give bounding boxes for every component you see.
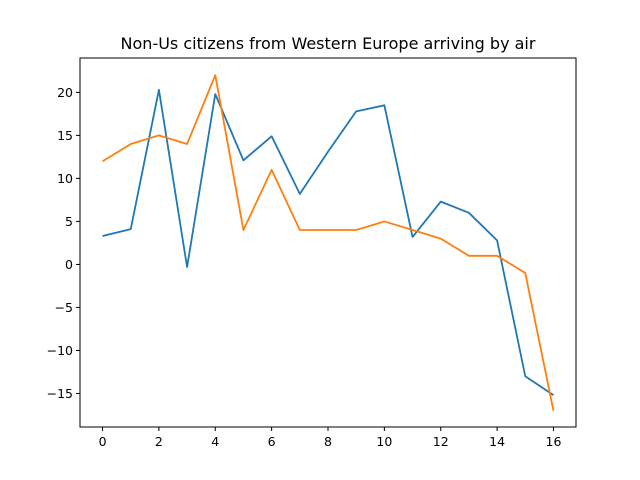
series-layer	[102, 74, 555, 411]
x-tick-label: 14	[489, 434, 505, 449]
y-axis: −15 −10 −5 0 5 10 15 20	[47, 85, 80, 401]
y-tick-label: 0	[65, 257, 73, 272]
x-tick-label: 0	[99, 434, 107, 449]
series-line-2	[102, 74, 555, 411]
x-tick-label: 16	[546, 434, 562, 449]
chart-title: Non-Us citizens from Western Europe arri…	[121, 34, 536, 53]
x-axis: 0 2 4 6 8 10 12 14 16	[99, 427, 562, 449]
x-tick-label: 4	[211, 434, 219, 449]
x-tick-label: 2	[155, 434, 163, 449]
y-tick-label: 20	[57, 85, 73, 100]
x-tick-label: 8	[324, 434, 332, 449]
y-tick-label: −15	[47, 386, 73, 401]
x-tick-label: 6	[268, 434, 276, 449]
y-tick-label: 5	[65, 214, 73, 229]
y-tick-label: 10	[57, 171, 73, 186]
series-line-1	[102, 88, 554, 396]
x-tick-label: 12	[433, 434, 449, 449]
y-tick-label: −10	[47, 343, 73, 358]
y-tick-label: −5	[55, 300, 73, 315]
x-tick-label: 10	[376, 434, 392, 449]
y-tick-label: 15	[57, 128, 73, 143]
